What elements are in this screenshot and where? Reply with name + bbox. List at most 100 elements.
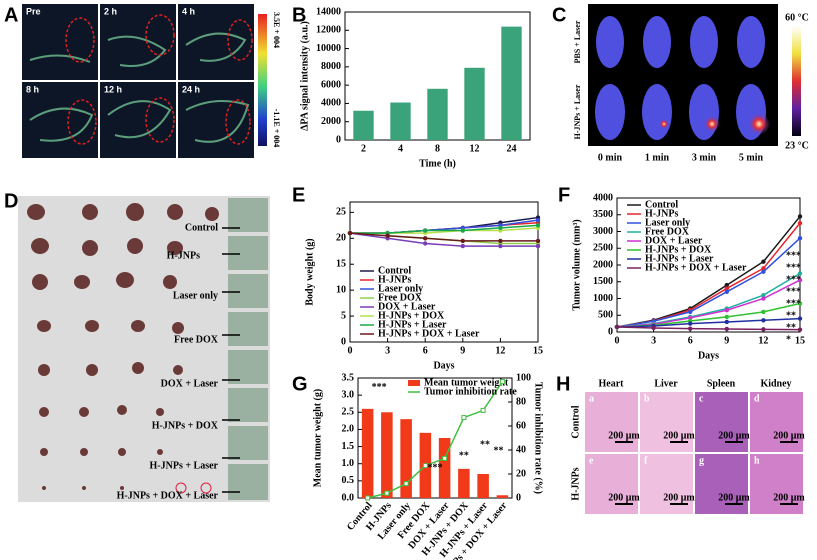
x-axis-label: Time (h) [419,158,456,169]
panel-label: A [4,4,18,26]
x-tick-label: 2 [361,143,366,154]
panel-labels: A B C D E F G H [4,4,570,395]
ph-scale-text: 200 μm [718,430,750,441]
y2-tick-label: 40 [516,444,526,455]
point [724,326,729,332]
point [797,277,803,283]
pa-colorbar [258,14,267,146]
ph-tile-letter: g [699,455,704,466]
pd-group: H-JNPs + DOX + Laser [117,490,219,501]
annotation: ** [786,322,796,333]
chart: 0.00.51.01.52.02.53.03.5020406080100Cont… [312,372,543,560]
point [688,321,693,326]
point [761,259,766,264]
chart: 0 500 1000 1500 2000 2500 3000 3500 4000 0 3 6 9 12 15… [571,192,805,361]
pd-group: H-JNPs + Laser [150,460,219,471]
pc-colorbar [792,26,801,136]
annotation: *** [786,262,801,273]
chart: 0 5 10 15 20 25 0 3 6 9 12 15 Days Body weight (g) Con… [304,201,543,371]
x-tick-label: 0 [348,345,353,356]
bar [464,67,485,140]
x-tick-label: 9 [724,335,729,346]
point [761,327,766,332]
legend-label: H-JNPs [378,274,411,285]
pc-scale-min: 23 °C [785,140,809,151]
point [480,407,486,413]
x-tick-label: 6 [688,335,693,346]
legend-label: H-JNPs [645,208,678,219]
panel-label: H [556,373,570,395]
y-tick-label: 1000 [593,293,613,304]
y-tick-label: 25 [336,207,346,218]
bar [477,474,489,498]
x-tick-label: 12 [495,345,505,356]
y-tick-label: 4000 [321,98,341,109]
point [797,214,803,219]
point [499,379,505,385]
pa-image [22,82,98,158]
y-tick-label: 3.0 [342,389,355,400]
plot-frame [357,377,513,499]
y-tick-label: 1.0 [342,458,355,469]
y-tick-label: 1500 [593,276,613,287]
x-tick-label: 15 [795,335,805,346]
y2-tick-label: 100 [516,372,531,383]
plot-frame [349,201,539,343]
ph-scale-text: 200 μm [663,430,695,441]
point [498,225,503,231]
legend-label: Mean tumor weight [424,377,509,388]
point [688,315,693,321]
y-tick-label: 6000 [321,79,341,90]
y-tick-label: 3.5 [342,372,355,383]
pc-hotspot [748,113,770,135]
point [498,243,503,249]
point [423,228,428,233]
panel-d: Control H-JNPs Laser only Free DOX DOX +… [18,196,270,502]
ph-scale-text: 200 μm [663,492,695,503]
y-tick-label: 15 [336,259,346,270]
x-tick-label: 3 [651,335,656,346]
y-tick-label: 4000 [593,192,613,203]
bar [361,408,374,498]
series-line [616,237,801,328]
pc-col-label: 0 min [598,152,623,163]
point [460,238,465,244]
ph-organ: Liver [654,378,678,389]
panel-label: G [292,373,308,395]
point [761,269,766,274]
pc-scale-max: 60 °C [785,12,809,23]
pd-group: Free DOX [174,334,219,345]
bar [438,438,451,498]
legend-label: Free DOX [645,226,690,237]
legend-label: H-JNPs + DOX + Laser [645,262,747,273]
y2-tick-label: 0 [516,492,521,503]
pc-col-label: 5 min [739,152,764,163]
bar [353,110,374,140]
y-tick-label: 2000 [321,116,341,127]
point [442,455,448,461]
bar [501,26,522,140]
ph-tiles: a 200 μm b 200 μm c 200 μm d 200 μm e 200 μm f 200 … [585,392,805,514]
point [688,309,693,315]
legend-label: H-JNPs + DOX [378,310,445,321]
ph-scale-text: 200 μm [773,492,805,503]
y-tick-label: 2000 [593,259,613,270]
x-tick-label: 9 [460,345,465,356]
point [422,463,428,469]
point [761,296,766,301]
panel-c: PBS + Laser H-JNPs + Laser 0 min 1 min 3… [573,4,809,163]
y-tick-label: 2.5 [342,407,355,418]
bar [400,419,412,498]
panel-a: Pre 2 h 4 h 8 h 12 h 24 h 3.5E + 004 -1.… [22,4,281,158]
pc-col-label: 1 min [645,152,670,163]
y-tick-label: 0.0 [342,492,355,503]
ph-scale-text: 200 μm [718,492,750,503]
series-line [616,317,801,328]
point [535,243,541,249]
legend-label: H-JNPs + Laser [645,253,714,264]
point [535,217,541,223]
pa-signal [29,32,250,143]
y-tick-label: 5 [341,310,346,321]
